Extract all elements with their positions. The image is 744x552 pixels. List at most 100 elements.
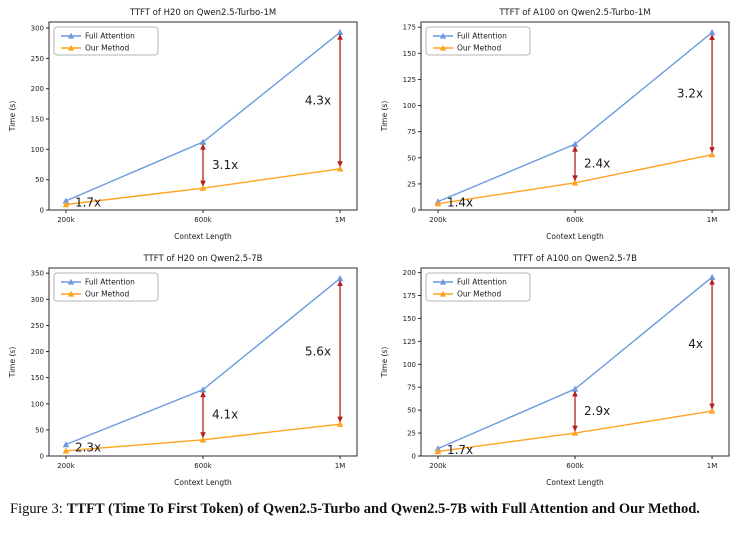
figure-caption: Figure 3: TTFT (Time To First Token) of Q… — [0, 492, 744, 520]
chart-title: TTFT of A100 on Qwen2.5-Turbo-1M — [498, 8, 650, 18]
y-tick-label: 350 — [31, 270, 44, 278]
y-tick-label: 175 — [403, 292, 416, 300]
speedup-arrowhead-up — [572, 145, 578, 152]
series-marker-full-attention — [199, 386, 207, 393]
figure-grid: TTFT of H20 on Qwen2.5-Turbo-1M 0 50 100 150… — [0, 0, 730, 492]
y-tick-label: 100 — [31, 146, 44, 154]
y-tick-label: 75 — [407, 384, 416, 392]
speedup-arrowhead-up — [337, 279, 343, 286]
series-marker-our-method — [199, 436, 207, 443]
legend-marker-icon — [67, 290, 75, 297]
x-axis-label: Context Length — [174, 478, 232, 487]
figure-caption-prefix: Figure 3: — [10, 501, 63, 517]
series-marker-full-attention — [62, 441, 70, 448]
y-tick-label: 200 — [31, 85, 44, 93]
y-tick-label: 100 — [403, 102, 416, 110]
series-marker-our-method — [434, 200, 442, 207]
y-tick-label: 150 — [31, 374, 44, 382]
y-tick-label: 0 — [412, 207, 416, 215]
y-tick-label: 125 — [403, 76, 416, 84]
speedup-arrowhead-up — [200, 391, 206, 398]
legend-marker-icon — [439, 278, 447, 285]
speedup-arrowhead-up — [572, 390, 578, 397]
y-tick-label: 50 — [407, 407, 416, 415]
series-marker-full-attention — [336, 28, 344, 36]
series-marker-full-attention — [708, 273, 716, 280]
legend-label: Full Attention — [85, 32, 135, 41]
series-marker-our-method — [434, 448, 442, 455]
y-tick-label: 0 — [40, 207, 44, 215]
speedup-label: 2.4x — [584, 157, 610, 171]
y-tick-label: 25 — [407, 180, 416, 188]
x-tick-label: 1M — [335, 462, 346, 470]
speedup-arrowhead-up — [709, 33, 715, 40]
speedup-arrowhead-up — [709, 278, 715, 285]
chart-title: TTFT of A100 on Qwen2.5-7B — [512, 254, 637, 264]
x-tick-label: 200k — [429, 462, 447, 470]
series-marker-full-attention — [62, 197, 70, 204]
x-tick-label: 1M — [335, 216, 346, 224]
y-tick-label: 150 — [403, 315, 416, 323]
speedup-arrowhead-down — [337, 416, 343, 423]
legend-label: Our Method — [457, 290, 501, 299]
speedup-label: 3.1x — [212, 158, 238, 172]
speedup-label: 1.7x — [447, 443, 473, 457]
legend-label: Our Method — [85, 44, 129, 53]
y-tick-label: 150 — [403, 50, 416, 58]
chart-title: TTFT of H20 on Qwen2.5-Turbo-1M — [129, 8, 276, 18]
series-marker-full-attention — [199, 138, 207, 145]
y-tick-label: 75 — [407, 128, 416, 136]
speedup-arrowhead-down — [709, 147, 715, 154]
x-tick-label: 200k — [429, 216, 447, 224]
speedup-label: 1.7x — [75, 196, 101, 210]
speedup-arrowhead-down — [572, 425, 578, 432]
speedup-arrowhead-down — [200, 180, 206, 187]
x-tick-label: 1M — [707, 216, 718, 224]
speedup-label: 4x — [688, 337, 703, 351]
legend-label: Our Method — [457, 44, 501, 53]
y-tick-label: 200 — [403, 269, 416, 277]
legend-label: Our Method — [85, 290, 129, 299]
line-chart-svg: TTFT of H20 on Qwen2.5-7B 0 50 100 150 200 250… — [8, 254, 358, 487]
x-tick-label: 600k — [566, 216, 584, 224]
series-marker-our-method — [708, 407, 716, 414]
y-tick-label: 200 — [31, 348, 44, 356]
line-chart-svg: TTFT of H20 on Qwen2.5-Turbo-1M 0 50 100 150… — [8, 8, 358, 241]
y-tick-label: 250 — [31, 55, 44, 63]
figure-caption-text: TTFT (Time To First Token) of Qwen2.5-Tu… — [66, 501, 700, 517]
y-tick-label: 50 — [35, 176, 44, 184]
series-marker-our-method — [336, 165, 344, 172]
legend-label: Full Attention — [457, 32, 507, 41]
x-tick-label: 600k — [194, 216, 212, 224]
legend-marker-icon — [439, 32, 447, 39]
speedup-label: 4.3x — [305, 94, 331, 108]
chart-title: TTFT of H20 on Qwen2.5-7B — [142, 254, 262, 264]
legend-marker-icon — [67, 44, 75, 51]
y-tick-label: 50 — [35, 426, 44, 434]
speedup-label: 3.2x — [677, 87, 703, 101]
series-marker-our-method — [708, 151, 716, 158]
series-marker-full-attention — [571, 140, 579, 147]
legend-label: Full Attention — [85, 278, 135, 287]
chart-ttft-h20-qwen-turbo: TTFT of H20 on Qwen2.5-Turbo-1M 0 50 100 150… — [0, 0, 372, 246]
legend-label: Full Attention — [457, 278, 507, 287]
speedup-arrowhead-down — [337, 161, 343, 168]
y-tick-label: 0 — [412, 453, 416, 461]
chart-ttft-h20-qwen-7b: TTFT of H20 on Qwen2.5-7B 0 50 100 150 200 250… — [0, 246, 372, 492]
series-marker-our-method — [571, 429, 579, 436]
speedup-arrowhead-down — [200, 432, 206, 439]
y-tick-label: 100 — [31, 400, 44, 408]
y-tick-label: 250 — [31, 322, 44, 330]
y-tick-label: 25 — [407, 430, 416, 438]
y-axis-label: Time (s) — [380, 347, 389, 379]
x-tick-label: 1M — [707, 462, 718, 470]
speedup-label: 1.4x — [447, 196, 473, 210]
series-marker-our-method — [336, 420, 344, 427]
series-marker-full-attention — [708, 29, 716, 36]
x-axis-label: Context Length — [546, 232, 604, 241]
y-tick-label: 150 — [31, 116, 44, 124]
legend-marker-icon — [439, 44, 447, 51]
speedup-arrowhead-up — [337, 33, 343, 40]
series-marker-full-attention — [571, 385, 579, 392]
speedup-label: 2.9x — [584, 404, 610, 418]
